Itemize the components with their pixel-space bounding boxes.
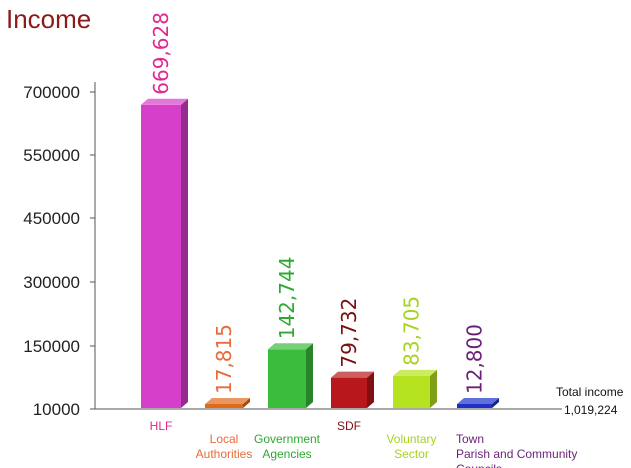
bar-value-label: 142,744 [275,257,299,340]
bar-front [205,404,243,408]
category-label: HLF [150,419,173,433]
bar-front [457,404,492,408]
bar-value-label: 12,800 [463,324,487,394]
bar [457,398,499,408]
bar-value-label: 83,705 [400,296,424,366]
data-labels: 669,628 17,815 142,744 79,732 83,705 12,800 [149,12,487,394]
bar [393,369,437,408]
bar-value-label: 669,628 [149,12,173,95]
y-tick-label: 450000 [23,209,80,228]
bar-value-label: 79,732 [337,298,361,368]
bar-value-label: 17,815 [212,324,236,394]
bar-front [393,375,430,408]
y-tick-label: 10000 [33,400,80,419]
category-label: Voluntary Sector [386,432,436,461]
bar-top [141,98,188,105]
chart-title: Income [6,4,91,34]
bar-front [141,104,181,409]
bar-side [430,369,437,408]
bar-top [393,369,437,376]
total-income-label: Total income [556,385,624,399]
bar-side [243,398,250,408]
bar-top [331,371,374,378]
bar-front [331,377,367,408]
bar-side [306,343,313,408]
category-label: SDF [337,419,361,433]
bar-top [205,398,250,404]
category-label: Local Authorities [196,432,253,461]
y-axis: 700000 550000 450000 300000 150000 10000 [23,82,548,419]
bar-side [181,98,188,409]
bar [205,398,250,408]
y-tick-label: 150000 [23,337,80,356]
bar-front [268,349,306,408]
y-tick-label: 550000 [23,146,80,165]
total-income-value: 1,019,224 [564,403,618,417]
bar [141,98,188,409]
total-annotation: Total income 1,019,224 [548,385,624,417]
bar [331,371,374,408]
bar [268,343,313,408]
bar-top [457,398,499,404]
bar-top [268,343,313,350]
category-label: Government Agencies [254,432,321,461]
bar-side [367,371,374,408]
bar-side [492,398,499,408]
y-tick-label: 700000 [23,83,80,102]
y-tick-label: 300000 [23,273,80,292]
bars [141,98,499,409]
